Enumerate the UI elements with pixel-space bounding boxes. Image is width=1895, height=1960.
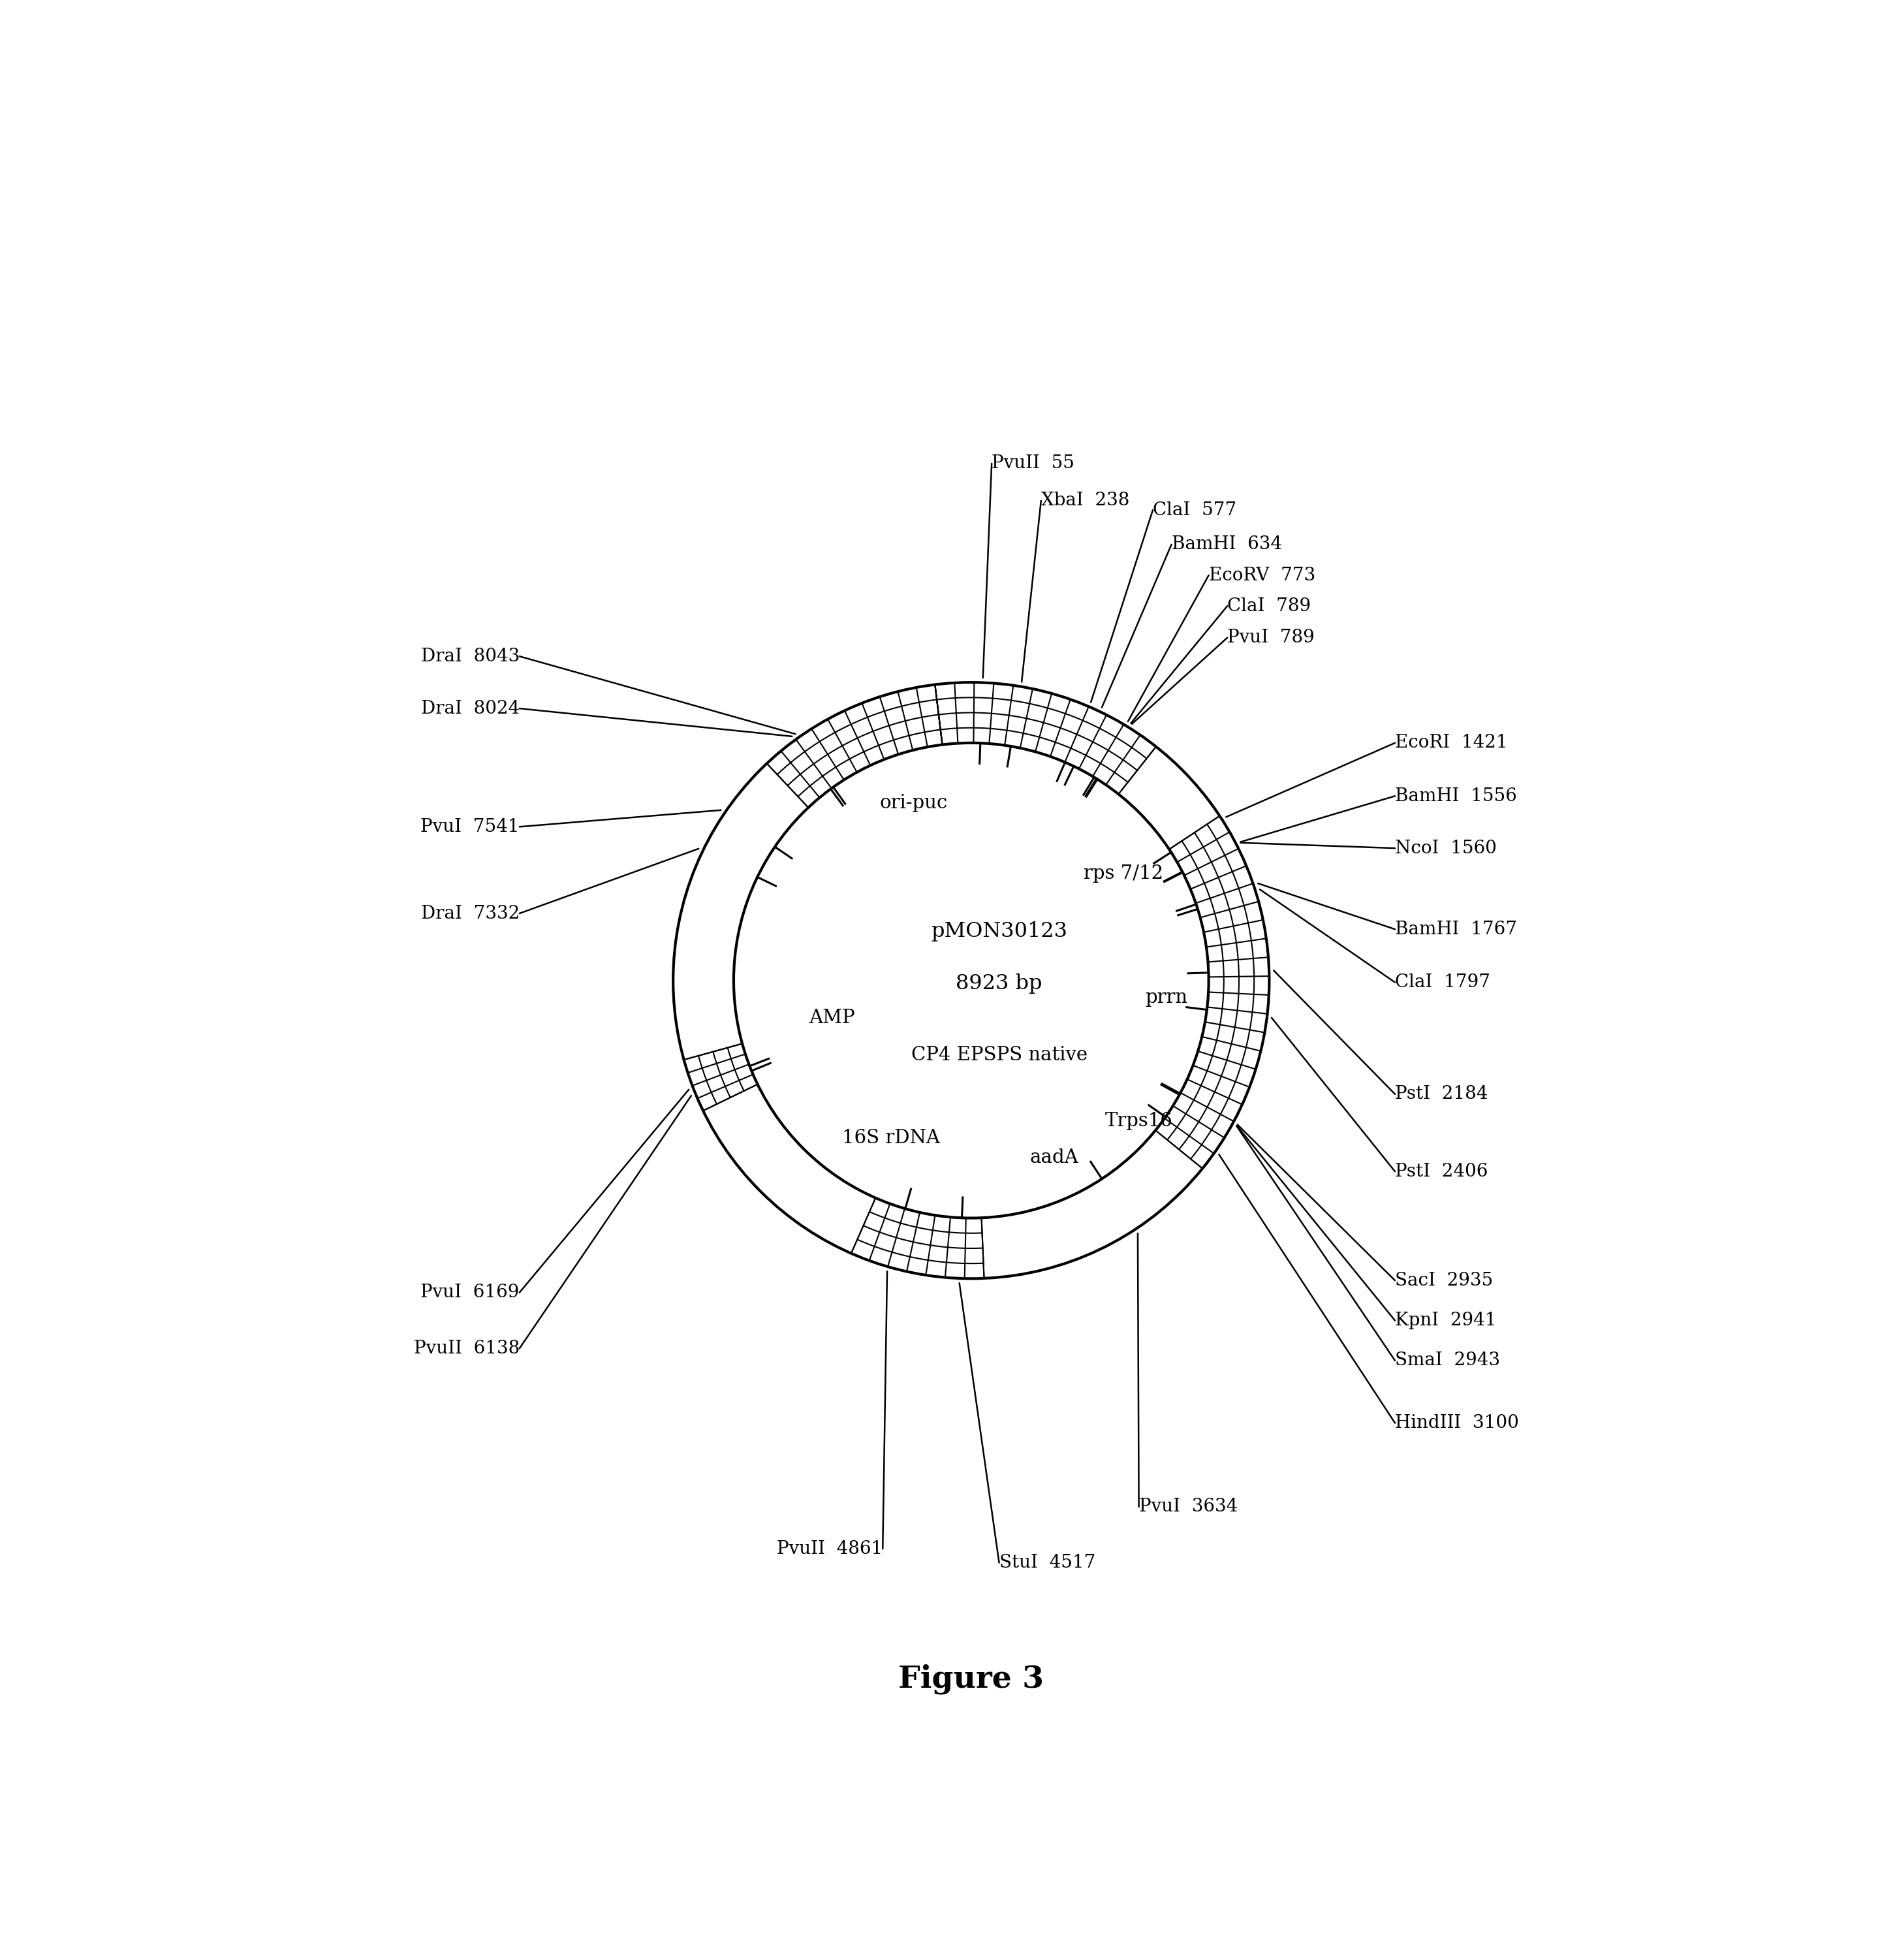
Text: ClaI  1797: ClaI 1797 [1395,974,1489,992]
Text: ori-puc: ori-puc [879,794,948,813]
Text: NcoI  1560: NcoI 1560 [1395,839,1497,857]
Text: BamHI  634: BamHI 634 [1171,535,1281,553]
Text: PstI  2406: PstI 2406 [1395,1162,1488,1180]
Text: DraI  8024: DraI 8024 [421,700,519,717]
Text: pMON30123: pMON30123 [930,921,1067,941]
Text: PvuI  6169: PvuI 6169 [421,1284,519,1301]
Text: SmaI  2943: SmaI 2943 [1395,1352,1501,1370]
Text: Figure 3: Figure 3 [898,1664,1044,1693]
Text: XbaI  238: XbaI 238 [1040,492,1129,510]
Text: DraI  8043: DraI 8043 [421,647,519,664]
Text: DraI  7332: DraI 7332 [421,906,519,923]
Text: rps 7/12: rps 7/12 [1084,864,1164,882]
Text: StuI  4517: StuI 4517 [999,1554,1095,1572]
Text: PstI  2184: PstI 2184 [1395,1086,1488,1103]
Text: PvuI  789: PvuI 789 [1228,629,1315,647]
Text: Trps16: Trps16 [1105,1111,1173,1131]
Text: 16S rDNA: 16S rDNA [841,1129,940,1147]
Text: CP4 EPSPS native: CP4 EPSPS native [911,1047,1088,1064]
Text: BamHI  1767: BamHI 1767 [1395,921,1518,939]
Text: HindIII  3100: HindIII 3100 [1395,1415,1520,1433]
Text: PvuII  6138: PvuII 6138 [413,1339,519,1356]
Text: 8923 bp: 8923 bp [955,974,1042,994]
Text: BamHI  1556: BamHI 1556 [1395,788,1516,806]
Text: AMP: AMP [809,1009,855,1027]
Text: PvuI  3634: PvuI 3634 [1139,1497,1237,1515]
Text: ClaI  789: ClaI 789 [1228,598,1311,615]
Text: PvuII  55: PvuII 55 [991,455,1074,472]
Text: PvuI  7541: PvuI 7541 [421,817,519,835]
Text: EcoRI  1421: EcoRI 1421 [1395,735,1508,753]
Text: PvuII  4861: PvuII 4861 [777,1541,883,1558]
Text: SacI  2935: SacI 2935 [1395,1272,1493,1290]
Text: KpnI  2941: KpnI 2941 [1395,1311,1497,1329]
Text: ClaI  577: ClaI 577 [1152,502,1237,519]
Text: EcoRV  773: EcoRV 773 [1209,566,1315,584]
Text: prrn: prrn [1145,988,1188,1007]
Text: aadA: aadA [1029,1149,1078,1166]
